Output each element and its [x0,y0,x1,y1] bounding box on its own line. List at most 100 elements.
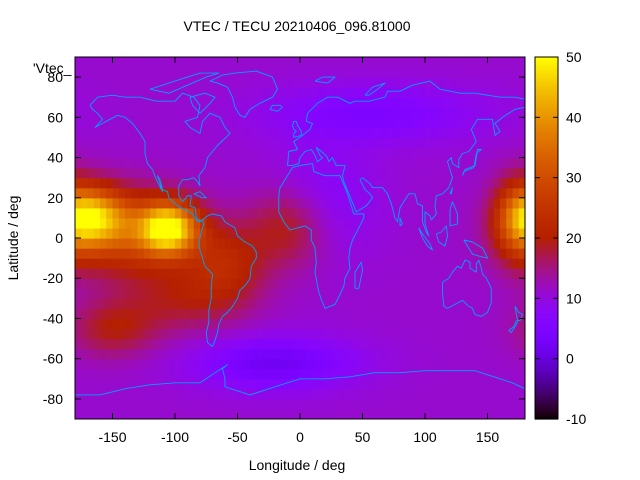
heatmap-cell [181,238,189,249]
heatmap-cell [143,177,151,189]
heatmap-cell [225,368,232,380]
heatmap-cell [212,97,220,108]
heatmap-cell [168,328,176,340]
heatmap-cell [518,268,525,279]
heatmap-cell [437,97,445,108]
heatmap-cell [487,97,495,108]
heatmap-cell [331,248,339,259]
heatmap-cell [443,308,451,320]
heatmap-cell [381,258,389,269]
heatmap-cell [425,117,432,128]
heatmap-cell [250,338,257,350]
heatmap-cell [162,127,170,139]
heatmap-cell [106,368,114,380]
heatmap-cell [275,167,282,179]
heatmap-cell [493,117,501,128]
heatmap-cell [106,358,114,370]
colorbar-step [535,187,558,190]
heatmap-cell [256,378,264,390]
heatmap-cell [512,348,520,360]
heatmap-cell [456,318,464,330]
heatmap-cell [331,358,339,370]
heatmap-cell [206,187,214,199]
heatmap-cell [412,147,420,159]
heatmap-cell [93,278,101,289]
heatmap-cell [281,77,289,88]
heatmap-cell [425,318,432,330]
heatmap-cell [318,147,326,159]
heatmap-cell [218,227,226,239]
heatmap-cell [381,398,389,410]
heatmap-cell [512,328,520,340]
heatmap-cell [106,248,114,259]
heatmap-cell [100,238,107,249]
heatmap-cell [431,147,439,159]
heatmap-cell [518,87,525,98]
heatmap-cell [81,117,89,128]
heatmap-cell [206,268,214,279]
colorbar-step [535,179,558,182]
heatmap-cell [325,67,332,78]
heatmap-cell [193,137,201,149]
heatmap-cell [381,137,389,149]
heatmap-cell [506,187,514,199]
heatmap-cell [350,308,357,320]
heatmap-cell [156,227,164,239]
heatmap-cell [500,408,507,419]
y-tick-label: 80 [47,69,63,85]
heatmap-cell [481,398,489,410]
heatmap-cell [262,338,270,350]
heatmap-cell [350,137,357,149]
heatmap-cell [181,298,189,309]
heatmap-cell [406,177,414,189]
heatmap-cell [293,87,301,98]
heatmap-cell [456,368,464,380]
heatmap-cell [300,167,307,179]
heatmap-cell [275,278,282,289]
heatmap-cell [337,137,345,149]
heatmap-cell [300,137,307,149]
heatmap-cell [487,328,495,340]
heatmap-cell [493,107,501,118]
heatmap-cell [493,338,501,350]
heatmap-cell [200,197,207,209]
heatmap-cell [181,288,189,299]
heatmap-cell [262,388,270,400]
heatmap-cell [331,97,339,108]
heatmap-cell [150,398,157,410]
heatmap-cell [75,57,82,68]
heatmap-cell [337,97,345,108]
heatmap-cell [106,77,114,88]
heatmap-cell [331,318,339,330]
heatmap-cell [106,57,114,68]
heatmap-cell [156,57,164,68]
heatmap-cell [331,177,339,189]
heatmap-cell [231,117,239,128]
heatmap-cell [362,408,370,419]
heatmap-cell [175,107,182,118]
heatmap-cell [487,398,495,410]
heatmap-cell [393,147,401,159]
heatmap-cell [506,278,514,289]
heatmap-cell [306,238,314,249]
heatmap-cell [362,167,370,179]
heatmap-cell [268,137,276,149]
heatmap-cell [268,127,276,139]
heatmap-cell [93,288,101,299]
heatmap-cell [443,187,451,199]
heatmap-cell [387,268,395,279]
heatmap-cell [337,207,345,219]
heatmap-cell [431,238,439,249]
heatmap-cell [206,227,214,239]
heatmap-cell [506,217,514,229]
heatmap-cell [187,127,195,139]
heatmap-cell [112,288,120,299]
heatmap-cell [162,298,170,309]
heatmap-cell [150,318,157,330]
heatmap-cell [100,248,107,259]
heatmap-cell [175,87,182,98]
heatmap-cell [87,308,95,320]
heatmap-cell [156,217,164,229]
heatmap-cell [150,368,157,380]
colorbar-step [535,175,558,178]
